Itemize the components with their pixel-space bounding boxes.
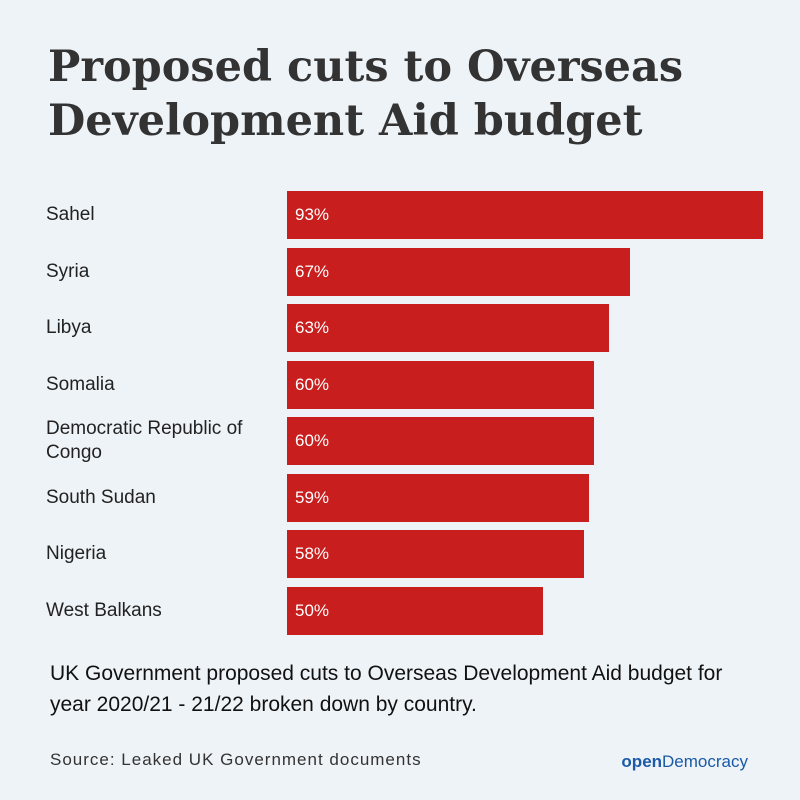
bar	[287, 304, 610, 352]
category-label: West Balkans	[46, 599, 162, 621]
category-label: Libya	[46, 317, 92, 338]
category-label: Somalia	[46, 373, 115, 395]
chart-title: Proposed cuts to Overseas Development Ai…	[48, 42, 684, 146]
logo: openDemocracy	[621, 752, 748, 772]
category-label: Nigeria	[46, 543, 107, 564]
bar	[287, 473, 589, 522]
category-label: Syria	[46, 260, 90, 282]
logo-regular: Democracy	[662, 752, 748, 771]
caption: UK Government proposed cuts to Overseas …	[50, 662, 723, 716]
bar	[287, 247, 630, 296]
value-label: 60%	[295, 374, 330, 394]
bar	[287, 586, 543, 635]
category-label: South Sudan	[46, 486, 156, 508]
category-label: Democratic Republic of Congo	[46, 418, 243, 463]
source: Source: Leaked UK Government documents	[50, 750, 422, 769]
value-label: 67%	[295, 261, 330, 281]
value-label: 58%	[295, 544, 330, 563]
value-label: 60%	[295, 431, 330, 450]
value-label: 93%	[295, 205, 330, 224]
value-label: 50%	[295, 600, 330, 620]
bar	[287, 191, 763, 239]
category-label: Sahel	[46, 204, 95, 225]
bar	[287, 360, 595, 409]
bar	[287, 417, 595, 465]
logo-bold: open	[621, 752, 663, 771]
bar	[287, 530, 584, 578]
value-label: 59%	[295, 487, 330, 507]
value-label: 63%	[295, 318, 330, 337]
